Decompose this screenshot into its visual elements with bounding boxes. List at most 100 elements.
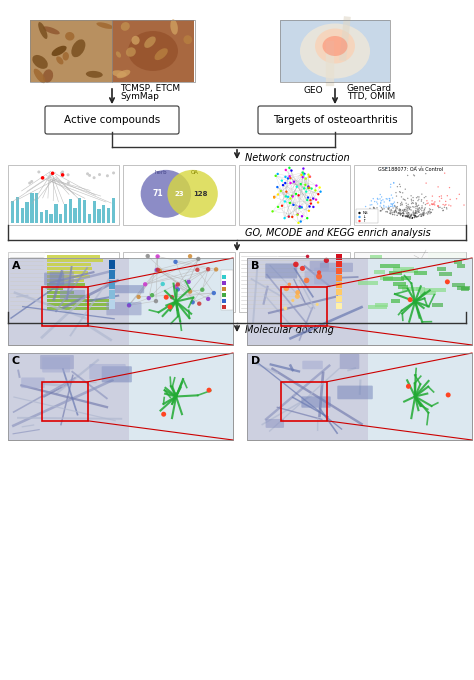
- Circle shape: [411, 218, 413, 219]
- Circle shape: [419, 214, 420, 216]
- Circle shape: [390, 211, 392, 213]
- Circle shape: [315, 184, 318, 187]
- Circle shape: [391, 194, 392, 196]
- Circle shape: [307, 173, 310, 176]
- Circle shape: [374, 207, 375, 209]
- Circle shape: [437, 205, 438, 207]
- FancyBboxPatch shape: [320, 262, 353, 272]
- Circle shape: [167, 305, 173, 309]
- Circle shape: [415, 209, 417, 211]
- Bar: [247, 258, 472, 345]
- Circle shape: [419, 211, 420, 213]
- Bar: [393, 267, 414, 271]
- Bar: [374, 303, 388, 307]
- Circle shape: [430, 211, 432, 213]
- Bar: [97, 209, 100, 223]
- Circle shape: [400, 203, 401, 205]
- Circle shape: [441, 207, 443, 209]
- Circle shape: [429, 211, 431, 213]
- Circle shape: [434, 204, 436, 205]
- Text: ↓: ↓: [363, 215, 366, 219]
- Circle shape: [400, 214, 401, 216]
- Circle shape: [382, 199, 383, 201]
- Bar: [389, 271, 401, 275]
- Circle shape: [394, 211, 395, 213]
- Circle shape: [197, 301, 201, 306]
- Circle shape: [277, 206, 279, 208]
- Circle shape: [273, 196, 275, 198]
- Bar: [247, 353, 472, 440]
- Ellipse shape: [155, 48, 168, 60]
- Circle shape: [419, 207, 420, 209]
- Circle shape: [408, 206, 410, 207]
- Ellipse shape: [32, 55, 48, 69]
- Circle shape: [450, 205, 452, 207]
- Bar: [391, 299, 400, 303]
- Circle shape: [41, 176, 45, 180]
- Circle shape: [211, 291, 216, 295]
- Circle shape: [401, 213, 402, 214]
- Circle shape: [415, 204, 417, 205]
- Circle shape: [432, 204, 434, 205]
- Circle shape: [426, 182, 427, 184]
- Circle shape: [401, 213, 403, 214]
- Bar: [88, 214, 91, 223]
- Circle shape: [444, 173, 446, 174]
- Circle shape: [309, 175, 311, 178]
- Circle shape: [414, 175, 415, 176]
- Circle shape: [415, 213, 416, 214]
- Circle shape: [297, 222, 300, 224]
- Circle shape: [389, 200, 390, 201]
- Circle shape: [383, 206, 384, 207]
- Bar: [11, 201, 14, 223]
- Circle shape: [416, 216, 417, 218]
- Circle shape: [127, 303, 131, 307]
- Circle shape: [287, 196, 289, 198]
- Circle shape: [161, 282, 165, 286]
- Ellipse shape: [56, 56, 64, 65]
- Circle shape: [399, 184, 401, 185]
- Circle shape: [308, 186, 310, 189]
- Circle shape: [429, 210, 430, 211]
- Circle shape: [411, 203, 412, 204]
- Circle shape: [288, 216, 290, 218]
- Circle shape: [396, 207, 397, 208]
- Circle shape: [402, 192, 403, 194]
- Circle shape: [405, 188, 406, 190]
- Circle shape: [421, 214, 422, 215]
- Circle shape: [413, 215, 415, 216]
- Circle shape: [382, 209, 383, 210]
- Circle shape: [60, 171, 63, 175]
- Bar: [16, 197, 19, 223]
- Circle shape: [415, 216, 417, 218]
- Circle shape: [297, 213, 299, 216]
- Circle shape: [445, 201, 447, 202]
- Bar: [112, 20, 194, 82]
- Circle shape: [385, 167, 387, 169]
- Circle shape: [403, 214, 404, 216]
- Circle shape: [302, 173, 305, 175]
- Bar: [47, 263, 91, 266]
- Circle shape: [383, 208, 385, 209]
- FancyBboxPatch shape: [305, 271, 340, 286]
- Circle shape: [383, 201, 385, 203]
- Circle shape: [387, 207, 389, 209]
- FancyBboxPatch shape: [40, 355, 74, 369]
- Circle shape: [88, 174, 91, 177]
- Circle shape: [431, 200, 433, 201]
- Circle shape: [376, 207, 378, 209]
- Circle shape: [418, 211, 419, 213]
- Circle shape: [391, 209, 392, 210]
- Circle shape: [396, 211, 397, 213]
- Circle shape: [441, 198, 442, 199]
- FancyBboxPatch shape: [310, 261, 329, 271]
- Bar: [47, 287, 63, 290]
- Bar: [439, 272, 452, 276]
- Circle shape: [406, 210, 408, 211]
- Ellipse shape: [131, 36, 140, 45]
- Circle shape: [295, 192, 297, 195]
- Circle shape: [459, 194, 460, 195]
- Circle shape: [416, 197, 417, 199]
- Circle shape: [422, 214, 423, 215]
- Circle shape: [395, 192, 397, 193]
